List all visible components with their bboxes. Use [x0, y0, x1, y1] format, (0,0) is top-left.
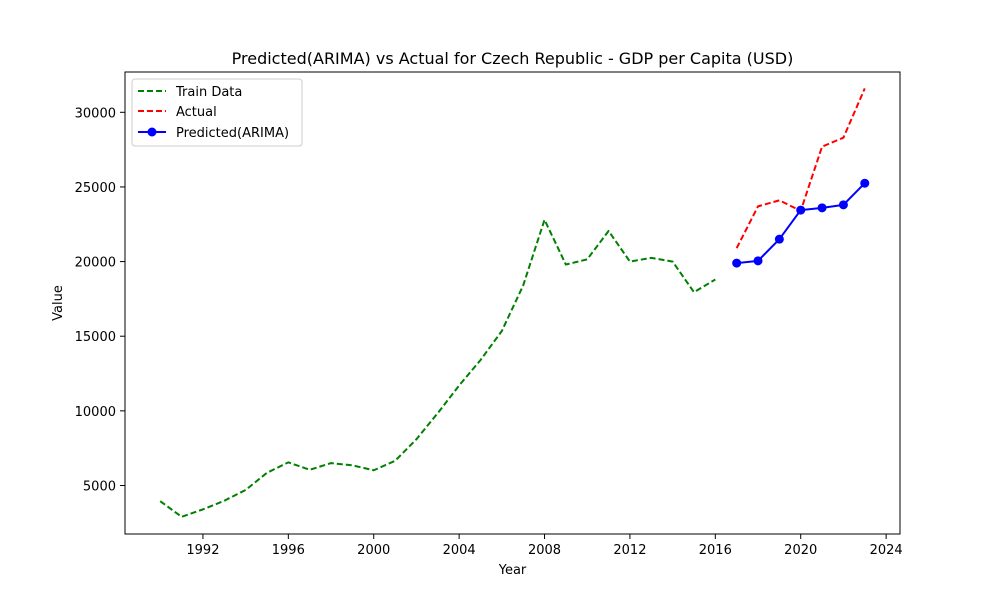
legend-label-train-data: Train Data	[175, 85, 242, 100]
data-point-predicted-arima-2023	[860, 178, 870, 188]
data-point-predicted-arima-2018	[753, 256, 763, 266]
y-axis-ticks: 5000 10000 15000 20000 25000 30000	[75, 106, 125, 494]
data-point-predicted-arima-2017	[732, 258, 742, 268]
x-tick-label-2024: 2024	[870, 543, 903, 558]
y-axis-title: Value	[51, 285, 66, 321]
legend-entry-train-data: Train Data	[138, 85, 242, 100]
y-tick-label-30000: 30000	[75, 106, 116, 121]
x-axis-title: Year	[498, 563, 527, 578]
data-point-predicted-arima-2022	[838, 200, 848, 210]
series-layer	[159, 88, 870, 518]
plot-background	[125, 72, 900, 534]
x-tick-label-1996: 1996	[272, 543, 305, 558]
y-tick-label-25000: 25000	[75, 181, 116, 196]
chart-title: Predicted(ARIMA) vs Actual for Czech Rep…	[232, 49, 794, 68]
plot-frame	[124, 71, 901, 535]
x-tick-label-2000: 2000	[357, 543, 390, 558]
x-tick-label-2012: 2012	[613, 543, 646, 558]
x-tick-label-2016: 2016	[699, 543, 732, 558]
legend-entry-predicted-arima: Predicted(ARIMA)	[138, 126, 289, 141]
x-tick-label-2020: 2020	[784, 543, 817, 558]
legend-marker-predicted-arima	[147, 127, 157, 137]
y-tick-label-15000: 15000	[75, 330, 116, 345]
y-tick-label-10000: 10000	[75, 405, 116, 420]
data-point-predicted-arima-2019	[774, 234, 784, 244]
x-tick-label-2004: 2004	[443, 543, 476, 558]
series-line-train-data	[159, 218, 716, 518]
x-tick-label-1992: 1992	[186, 543, 219, 558]
legend-entry-actual: Actual	[138, 105, 217, 120]
legend-label-actual: Actual	[176, 105, 217, 120]
y-tick-label-20000: 20000	[75, 256, 116, 271]
x-tick-label-2008: 2008	[528, 543, 561, 558]
legend-label-predicted-arima: Predicted(ARIMA)	[176, 126, 289, 141]
y-tick-label-5000: 5000	[83, 479, 116, 494]
x-axis-ticks: 1992 1996 2000 2004 2008 2012 2016 2020 2024	[186, 534, 903, 558]
data-point-predicted-arima-2021	[817, 203, 827, 213]
legend-box	[131, 78, 303, 147]
legend: Train Data Actual Predicted(ARIMA)	[131, 78, 303, 147]
data-point-predicted-arima-2020	[796, 205, 806, 215]
